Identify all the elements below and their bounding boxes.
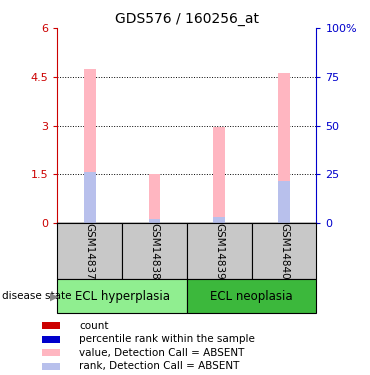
Bar [84,69,95,223]
Bar [187,223,252,279]
Text: GSM14838: GSM14838 [149,223,159,280]
Text: GSM14840: GSM14840 [279,223,289,280]
Text: rank, Detection Call = ABSENT: rank, Detection Call = ABSENT [79,362,240,371]
Text: GSM14839: GSM14839 [214,223,224,280]
Bar [252,223,316,279]
Bar [149,174,160,223]
Text: percentile rank within the sample: percentile rank within the sample [79,334,255,344]
Text: ECL hyperplasia: ECL hyperplasia [75,290,169,303]
Bar [213,217,225,223]
Text: disease state: disease state [2,291,71,301]
Bar [42,322,60,329]
Bar [57,223,122,279]
Bar [57,279,187,313]
Title: GDS576 / 160256_at: GDS576 / 160256_at [115,12,259,26]
Text: ECL neoplasia: ECL neoplasia [210,290,293,303]
Text: GSM14837: GSM14837 [85,223,95,280]
Bar [42,363,60,370]
Bar [122,223,187,279]
Text: ▶: ▶ [50,291,58,301]
Bar [278,181,290,223]
Bar [84,172,95,223]
Bar [187,279,316,313]
Bar [149,219,160,223]
Bar [278,73,290,223]
Bar [213,127,225,223]
Text: value, Detection Call = ABSENT: value, Detection Call = ABSENT [79,348,245,358]
Bar [42,349,60,356]
Text: count: count [79,321,109,330]
Bar [42,336,60,343]
